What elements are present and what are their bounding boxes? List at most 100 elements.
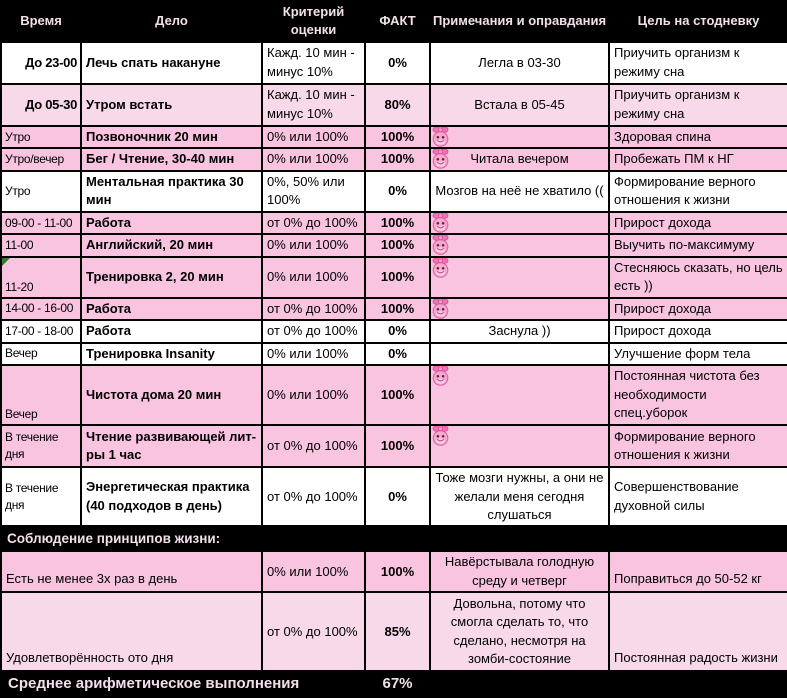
time-cell: Вечер	[0, 341, 82, 367]
notes-cell	[429, 210, 610, 236]
task-row: 17-00 - 18-00 Работа от 0% до 100% 0% Заснул…	[0, 319, 787, 344]
notes-cell: Тоже мозги нужны, а они не желали меня с…	[429, 466, 610, 528]
smiley-bow-icon	[432, 427, 449, 446]
header-row: Время Дело Критерий оценки ФАКТ Примечан…	[0, 0, 787, 43]
task-label: Бег / Чтение, 30-40 мин	[86, 151, 235, 167]
task-row: До 23-00 Лечь спать накануне Кажд. 10 мин …	[0, 40, 787, 85]
time-cell: До 23-00	[0, 40, 82, 85]
goal-label: Формирование верного отношения к жизни	[614, 428, 756, 463]
column-header-time: Время	[0, 0, 82, 43]
fact-value: 100%	[380, 268, 415, 284]
task-cell: Работа	[80, 319, 263, 344]
note-text: Мозгов на неё не хватило ((	[435, 183, 604, 199]
footer-average-value: 67%	[382, 675, 413, 693]
task-cell: Лечь спать накануне	[80, 40, 263, 85]
fact-value: 100%	[380, 563, 415, 579]
smiley-bow-icon	[432, 367, 449, 386]
task-row: До 05-30 Утром встать Кажд. 10 мин - минус…	[0, 82, 787, 127]
task-cell: Английский, 20 мин	[80, 233, 263, 258]
fact-value: 0%	[388, 488, 407, 504]
task-label: Энергетическая практика (40 подходов в д…	[86, 479, 250, 513]
time-cell: До 05-30	[0, 82, 82, 127]
fact-value: 80%	[384, 96, 411, 112]
note-text: Встала в 05-45	[474, 96, 565, 112]
task-cell: Утром встать	[80, 82, 263, 127]
goal-label: Пробежать ПМ к НГ	[614, 151, 734, 167]
criterion-cell: от 0% до 100%	[261, 424, 366, 469]
goal-cell: Совершенствование духовной силы	[608, 466, 787, 528]
time-label: Утро	[5, 183, 31, 198]
task-row: В течение дня Энергетическая практика (40…	[0, 466, 787, 528]
criterion-cell: от 0% до 100%	[261, 466, 366, 528]
criterion-label: 0% или 100%	[267, 563, 349, 579]
time-label: До 05-30	[25, 96, 77, 112]
goal-label: Постоянная радость жизни	[614, 649, 778, 665]
goal-cell: Формирование верного отношения к жизни	[608, 424, 787, 469]
notes-cell	[429, 424, 610, 469]
notes-cell: Легла в 03-30	[429, 40, 610, 85]
note-text: Довольна, потому что смогла сделать то, …	[450, 596, 589, 667]
goal-cell: Пробежать ПМ к НГ	[608, 147, 787, 172]
goal-label: Совершенствование духовной силы	[614, 479, 739, 513]
criterion-cell: от 0% до 100%	[261, 319, 366, 344]
note-text: Тоже мозги нужны, а они не желали меня с…	[435, 470, 604, 522]
time-cell: 11-00	[0, 233, 82, 258]
task-cell: Работа	[80, 210, 263, 236]
criterion-cell: от 0% до 100%	[261, 591, 366, 673]
summary-row: Есть не менее 3х раз в день 0% или 100% 10…	[0, 550, 787, 594]
criterion-cell: Кажд. 10 мин - минус 10%	[261, 40, 366, 85]
fact-cell: 100%	[364, 424, 431, 469]
task-label: Работа	[86, 214, 131, 230]
column-header-criterion: Критерий оценки	[261, 0, 366, 43]
criterion-label: от 0% до 100%	[267, 623, 358, 639]
criterion-label: 0%, 50% или 100%	[267, 173, 345, 208]
fact-cell: 0%	[364, 169, 431, 213]
task-label: Английский, 20 мин	[86, 237, 214, 253]
time-label: Утро/вечер	[5, 152, 64, 167]
task-cell: Энергетическая практика (40 подходов в д…	[80, 466, 263, 528]
notes-cell: Навёрстывала голодную среду и четверг	[429, 550, 610, 594]
criterion-label: 0% или 100%	[267, 128, 349, 144]
time-cell: В течение дня	[0, 424, 82, 469]
fact-value: 100%	[380, 237, 415, 253]
goal-label: Приучить организм к режиму сна	[614, 87, 740, 121]
task-cell: Тренировка Insanity	[80, 341, 263, 367]
criterion-cell: 0%, 50% или 100%	[261, 169, 366, 213]
fact-value: 85%	[384, 623, 411, 639]
fact-value: 100%	[380, 386, 415, 402]
criterion-label: Кажд. 10 мин - минус 10%	[267, 45, 355, 79]
time-cell: Утро/вечер	[0, 147, 82, 172]
criterion-label: 0% или 100%	[267, 151, 349, 167]
goal-label: Постоянная чистота без необходимости спе…	[614, 368, 760, 421]
task-cell: Работа	[80, 296, 263, 322]
fact-cell: 100%	[364, 147, 431, 172]
time-label: В течение дня	[5, 430, 59, 462]
summary-label: Удовлетворённость ото дня	[6, 649, 174, 665]
criterion-label: 0% или 100%	[267, 268, 349, 284]
column-header-goal: Цель на стодневку	[608, 0, 787, 43]
criterion-cell: 0% или 100%	[261, 341, 366, 367]
summary-row: Удовлетворённость ото дня от 0% до 100% 85…	[0, 591, 787, 673]
criterion-label: от 0% до 100%	[267, 437, 358, 453]
summary-label-cell: Удовлетворённость ото дня	[0, 591, 263, 673]
criterion-cell: 0% или 100%	[261, 364, 366, 427]
fact-cell: 0%	[364, 466, 431, 528]
task-label: Чтение развивающей лит-ры 1 час	[86, 428, 257, 463]
fact-value: 100%	[380, 300, 415, 316]
goal-label: Приучить организм к режиму сна	[614, 45, 740, 79]
criterion-cell: 0% или 100%	[261, 233, 366, 258]
cell-comment-marker-icon	[3, 258, 10, 266]
notes-cell: Встала в 05-45	[429, 82, 610, 127]
time-label: Утро	[5, 129, 31, 144]
column-header-notes: Примечания и оправдания	[429, 0, 610, 43]
footer-row: Среднее арифметическое выполнения 67%	[0, 670, 787, 698]
goal-label: Поправиться до 50-52 кг	[614, 570, 762, 586]
smiley-bow-icon	[432, 150, 449, 169]
goal-label: Здоровая спина	[614, 128, 711, 144]
notes-cell: Мозгов на неё не хватило ((	[429, 169, 610, 213]
time-label: 09-00 - 11-00	[5, 215, 73, 230]
section-header-cell: Соблюдение принципов жизни:	[0, 525, 787, 553]
time-label: 17-00 - 18-00	[5, 323, 74, 338]
fact-value: 100%	[380, 214, 415, 230]
